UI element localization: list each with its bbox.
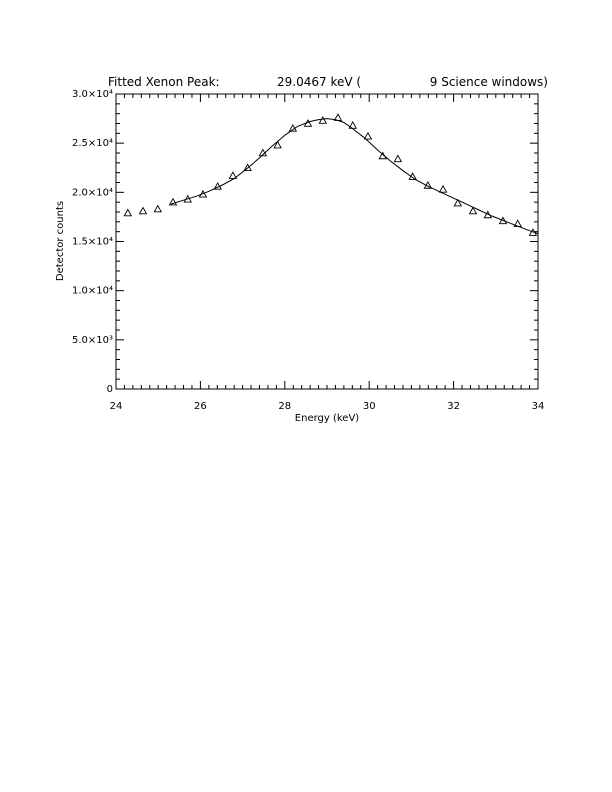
y-axis: 0 5.0×10³ 1.0×10⁴ 1.5×10⁴ 2.0×10⁴ 2.5×10⁴ 3.0×… (72, 89, 538, 395)
data-point (303, 119, 313, 127)
data-point (258, 148, 268, 157)
data-point (423, 181, 433, 189)
x-tick-label: 34 (532, 401, 545, 412)
x-tick-label: 26 (194, 401, 207, 412)
x-tick-label: 24 (110, 401, 123, 412)
chart-title-value: 29.0467 keV ( (277, 75, 361, 89)
data-point (123, 208, 133, 217)
data-point (483, 210, 493, 219)
y-tick-label: 3.0×10⁴ (72, 89, 113, 100)
chart-title-suffix: 9 Science windows) (430, 75, 548, 89)
data-point (198, 189, 208, 198)
fit-curve (170, 118, 539, 235)
data-point (348, 121, 358, 129)
x-tick-label: 32 (447, 401, 460, 412)
y-tick-label: 1.5×10⁴ (72, 237, 113, 248)
data-point (153, 204, 163, 213)
data-point (528, 228, 538, 236)
y-axis-label: Detector counts (55, 201, 66, 281)
data-point (243, 163, 252, 172)
data-point (288, 123, 298, 132)
data-point (513, 219, 523, 228)
plot-frame (115, 93, 539, 390)
x-axis-label: Energy (keV) (295, 413, 360, 424)
data-point (453, 198, 463, 207)
chart-title-prefix: Fitted Xenon Peak: (108, 75, 220, 89)
y-tick-label: 5.0×10³ (72, 335, 113, 346)
x-tick-label: 30 (363, 401, 376, 412)
y-tick-label: 2.0×10⁴ (72, 187, 113, 198)
data-point (138, 206, 148, 215)
data-point (498, 216, 508, 225)
fit-line (170, 118, 539, 235)
data-point (183, 194, 193, 203)
y-tick-label: 1.0×10⁴ (72, 286, 113, 297)
data-point (333, 113, 343, 121)
x-tick-label: 28 (278, 401, 291, 412)
data-point (168, 197, 178, 206)
data-point (318, 116, 328, 124)
y-tick-label: 0 (107, 384, 113, 395)
data-point (228, 171, 238, 179)
data-point (408, 172, 417, 180)
data-point (363, 131, 373, 140)
data-point (273, 140, 282, 149)
data-point (438, 184, 448, 193)
y-tick-label: 2.5×10⁴ (72, 138, 113, 149)
x-axis: 24 26 28 30 32 34 (110, 94, 545, 412)
data-point (468, 206, 478, 215)
data-points (123, 113, 538, 236)
data-point (213, 182, 222, 190)
data-point (393, 154, 403, 163)
data-point (378, 151, 387, 160)
